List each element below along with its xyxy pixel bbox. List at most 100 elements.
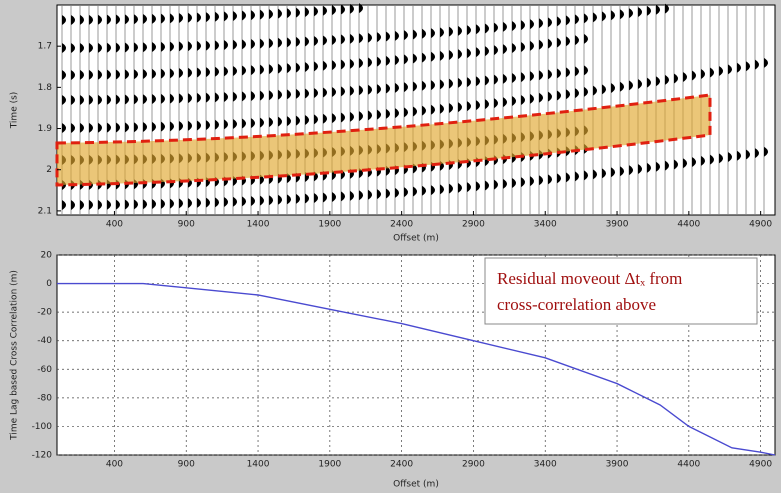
wiggle xyxy=(557,16,561,27)
wiggle xyxy=(170,198,174,209)
wiggle xyxy=(161,68,165,79)
wiggle xyxy=(575,171,579,182)
wiggle xyxy=(350,190,354,201)
wiggle xyxy=(323,113,327,124)
wiggle xyxy=(116,122,120,133)
wiggle xyxy=(287,194,291,205)
x-axis-label: Offset (m) xyxy=(393,480,439,490)
x-tick-label: 3400 xyxy=(534,460,557,470)
wiggle xyxy=(278,116,282,127)
x-tick-label: 1900 xyxy=(318,460,341,470)
wiggle xyxy=(404,187,408,198)
wiggle xyxy=(278,37,282,48)
wiggle xyxy=(539,92,543,103)
wiggle xyxy=(539,39,543,50)
wiggle xyxy=(377,32,381,43)
wiggle xyxy=(584,13,588,24)
wiggle xyxy=(341,4,345,15)
wiggle xyxy=(737,62,741,73)
y-tick-label: -100 xyxy=(32,422,53,432)
y-tick-label: 1.9 xyxy=(38,124,53,134)
x-tick-label: 900 xyxy=(178,220,195,230)
wiggle xyxy=(224,92,228,103)
wiggle xyxy=(449,26,453,37)
wiggle xyxy=(251,90,255,101)
wiggle xyxy=(512,177,516,188)
wiggle xyxy=(107,42,111,53)
wiggle xyxy=(161,41,165,52)
wiggle xyxy=(143,122,147,133)
wiggle xyxy=(287,116,291,127)
wiggle xyxy=(62,94,66,105)
y-tick-label: 2.1 xyxy=(38,206,52,216)
wiggle xyxy=(215,197,219,208)
wiggle xyxy=(710,154,714,165)
wiggle xyxy=(305,6,309,17)
wiggle xyxy=(314,87,318,98)
wiggle xyxy=(548,17,552,28)
wiggle xyxy=(368,57,372,68)
wiggle xyxy=(674,159,678,170)
wiggle xyxy=(116,199,120,210)
wiggle xyxy=(467,182,471,193)
wiggle xyxy=(548,174,552,185)
y-tick-label: 1.7 xyxy=(38,42,52,52)
wiggle xyxy=(179,41,183,52)
wiggle xyxy=(296,36,300,47)
wiggle xyxy=(656,4,660,15)
wiggle xyxy=(62,199,66,210)
wiggle xyxy=(449,102,453,113)
wiggle xyxy=(332,86,336,97)
wiggle xyxy=(188,198,192,209)
wiggle xyxy=(665,3,669,14)
wiggle-traces xyxy=(61,3,768,214)
wiggle xyxy=(404,107,408,118)
wiggle xyxy=(368,84,372,95)
y-tick-label: 1.8 xyxy=(38,83,53,93)
wiggle xyxy=(395,108,399,119)
x-tick-label: 400 xyxy=(106,220,123,230)
wiggle xyxy=(233,10,237,21)
x-tick-label: 3900 xyxy=(606,220,629,230)
wiggle xyxy=(161,198,165,209)
wiggle xyxy=(296,115,300,126)
wiggle xyxy=(62,122,66,133)
wiggle xyxy=(494,179,498,190)
wiggle xyxy=(494,45,498,56)
wiggle xyxy=(170,41,174,52)
wiggle xyxy=(98,199,102,210)
wiggle xyxy=(593,12,597,23)
wiggle xyxy=(719,65,723,76)
wiggle xyxy=(71,14,75,25)
wiggle xyxy=(125,42,129,53)
wiggle xyxy=(260,195,264,206)
wiggle xyxy=(449,49,453,60)
wiggle xyxy=(422,80,426,91)
wiggle xyxy=(665,160,669,171)
wiggle xyxy=(377,189,381,200)
wiggle xyxy=(323,5,327,16)
wiggle xyxy=(629,8,633,19)
wiggle xyxy=(224,197,228,208)
wiggle xyxy=(80,42,84,53)
wiggle xyxy=(350,3,354,14)
wiggle xyxy=(305,114,309,125)
wiggle xyxy=(404,82,408,93)
wiggle xyxy=(233,118,237,129)
wiggle xyxy=(350,85,354,96)
wiggle xyxy=(701,155,705,166)
wiggle xyxy=(287,37,291,48)
wiggle xyxy=(494,98,498,109)
wiggle xyxy=(152,94,156,105)
wiggle xyxy=(251,38,255,49)
wiggle xyxy=(539,70,543,81)
wiggle xyxy=(188,67,192,78)
wiggle xyxy=(71,69,75,80)
wiggle xyxy=(170,68,174,79)
wiggle xyxy=(215,119,219,130)
x-tick-label: 4400 xyxy=(677,460,700,470)
wiggle xyxy=(215,40,219,51)
wiggle xyxy=(521,41,525,52)
wiggle xyxy=(764,146,768,157)
wiggle xyxy=(431,28,435,39)
